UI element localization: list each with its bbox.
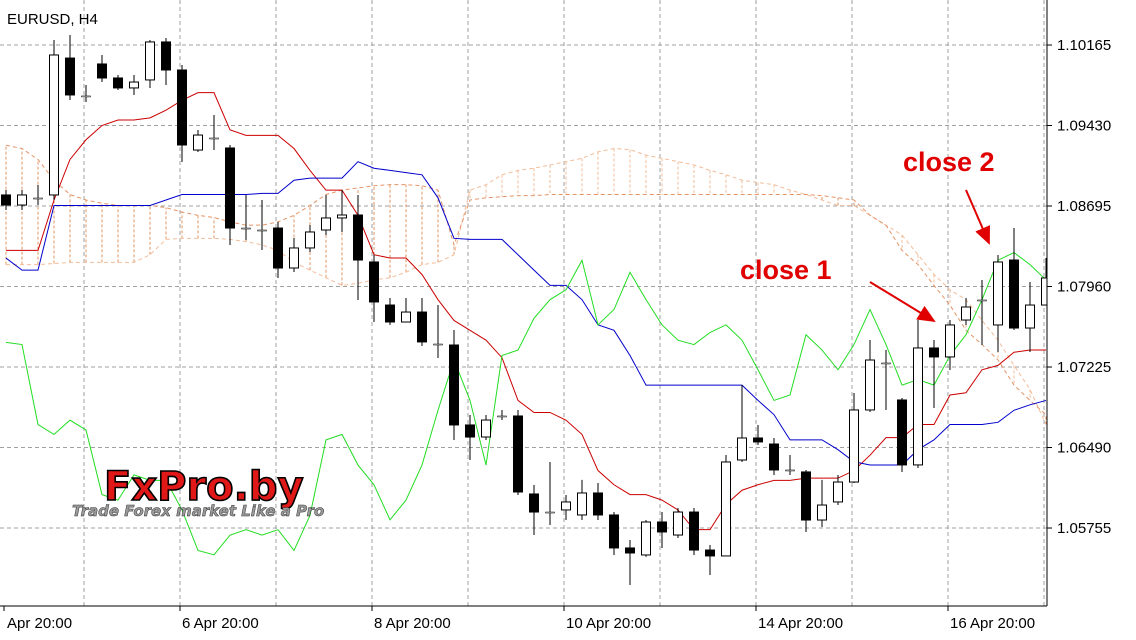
axes: 1.10165 1.09430 1.08695 1.07960 1.07225 1.064… [0,0,1111,632]
candle-body [273,227,283,269]
indicator-line [5,251,1047,556]
candles [1,35,1047,585]
candle-body [225,147,235,229]
candle-body [209,137,219,140]
arrow [965,189,990,245]
candle-body [689,511,699,551]
candle-body [993,261,1003,326]
candle-body [49,54,59,196]
candle-body [881,362,891,365]
candle-body [353,214,363,261]
candle-body [145,41,155,81]
indicator-line [5,161,1047,466]
candle-body [657,521,667,533]
candle-body [897,399,907,466]
y-tick-label: 1.08695 [1057,198,1111,215]
candle-body [609,514,619,549]
candle-body [33,197,43,200]
candle-body [593,492,603,516]
candle-body [1009,259,1019,329]
candle-body [81,95,91,98]
candle-body [945,324,955,358]
annotation: close 2 [903,147,995,177]
candle-body [529,493,539,513]
candle-body [97,63,107,79]
x-tick-label: 14 Apr 20:00 [758,615,843,632]
candle-body [929,347,939,358]
candle-body [305,231,315,249]
candle-body [641,521,651,556]
watermark-title: FxPro.by [104,464,304,510]
candle-body [241,227,251,230]
candle-body [673,511,683,536]
candle-body [561,501,571,511]
candle-body [65,57,75,96]
candle-body [961,306,971,321]
arrow [869,281,936,323]
y-tick-label: 1.07960 [1057,279,1111,296]
candle-body [833,481,843,503]
chart-title: EURUSD, H4 [7,11,98,28]
candle-body [801,471,811,521]
annotation: close 1 [740,255,832,285]
candle-body [977,299,987,302]
candle-body [785,469,795,472]
candle-body [17,194,27,206]
candle-body [737,437,747,461]
candle-body [369,261,379,303]
cloud-span-b [5,144,1047,416]
candle-body [449,344,459,426]
candle-body [433,343,443,346]
candle-body [193,134,203,151]
y-tick-label: 1.05755 [1057,520,1111,537]
candle-body [385,304,395,323]
candle-body [337,214,347,219]
candle-body [721,461,731,557]
x-tick-label: 8 Apr 20:00 [374,615,451,632]
candle-body [545,511,555,514]
candle-body [257,229,267,232]
candle-body [913,347,923,466]
candle-body [865,359,875,411]
candle-body [769,443,779,471]
candle-body [625,547,635,554]
candle-body [465,424,475,438]
y-tick-label: 1.09430 [1057,118,1111,135]
candle-body [481,419,491,438]
candle-body [161,41,171,71]
cloud-span-a [6,148,1047,425]
candle-body [129,81,139,89]
candle-body [753,437,763,443]
candle-body [577,492,587,516]
y-tick-label: 1.06490 [1057,440,1111,457]
watermark-subtitle: Trade Forex market Like a Pro [72,502,324,520]
y-tick-label: 1.10165 [1057,37,1111,54]
candle-body [1041,277,1047,306]
x-tick-label: 16 Apr 20:00 [950,615,1035,632]
candle-body [113,77,123,89]
candle-body [417,311,427,343]
candle-body [1,194,11,206]
candle-body [401,311,411,323]
candle-body [321,217,331,231]
candle-body [817,504,827,521]
candle-body [849,409,859,483]
candle-body [497,415,507,418]
x-tick-label: Apr 20:00 [7,615,72,632]
candle-body [705,549,715,557]
candle-body [289,247,299,269]
x-tick-label: 10 Apr 20:00 [566,615,651,632]
candle-body [513,415,523,493]
y-tick-label: 1.07225 [1057,359,1111,376]
candle-body [177,69,187,146]
x-tick-label: 6 Apr 20:00 [182,615,259,632]
candle-body [1025,304,1035,329]
